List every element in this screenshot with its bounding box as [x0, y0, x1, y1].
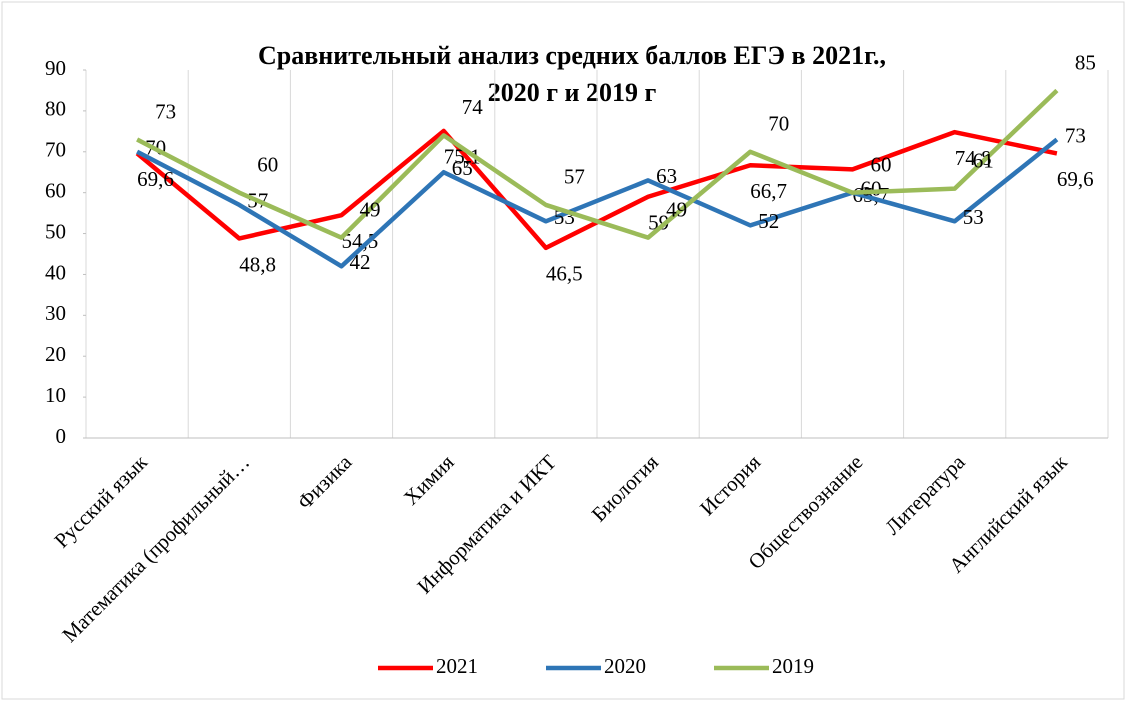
data-label: 60: [861, 176, 882, 200]
data-label: 65: [452, 156, 473, 180]
data-label: 59: [648, 211, 669, 235]
data-label: 60: [871, 152, 892, 176]
data-label: 49: [666, 197, 687, 221]
series-line: [136, 137, 1059, 269]
legend-label: 2021: [436, 654, 478, 678]
data-label: 85: [1075, 50, 1096, 74]
data-label: 53: [963, 205, 984, 229]
y-tick-label: 60: [45, 178, 66, 202]
y-tick-label: 10: [45, 383, 66, 407]
legend-label: 2020: [604, 654, 646, 678]
data-label: 69,6: [137, 167, 174, 191]
y-tick-label: 90: [45, 56, 66, 80]
data-label: 57: [564, 165, 585, 189]
chart-title: 2020 г и 2019 г: [488, 78, 657, 107]
data-label: 73: [155, 99, 176, 123]
y-tick-label: 30: [45, 301, 66, 325]
y-tick-label: 0: [56, 424, 67, 448]
data-label: 60: [257, 152, 278, 176]
data-label: 48,8: [239, 252, 276, 276]
chart-title: Сравнительный анализ средних баллов ЕГЭ …: [258, 41, 886, 70]
data-label: 70: [768, 112, 789, 136]
data-label: 46,5: [546, 262, 583, 286]
data-label: 52: [758, 209, 779, 233]
y-tick-label: 40: [45, 260, 66, 284]
y-tick-label: 70: [45, 138, 66, 162]
data-label: 42: [350, 250, 371, 274]
data-label: 69,6: [1057, 167, 1094, 191]
data-label: 63: [656, 164, 677, 188]
series-line: [136, 88, 1059, 240]
y-tick-label: 80: [45, 97, 66, 121]
y-tick-label: 50: [45, 219, 66, 243]
data-label: 74: [462, 95, 484, 119]
data-label: 73: [1065, 123, 1086, 147]
data-label: 66,7: [750, 179, 787, 203]
data-label: 61: [973, 148, 994, 172]
legend-label: 2019: [772, 654, 814, 678]
y-tick-label: 20: [45, 342, 66, 366]
data-label: 49: [360, 197, 381, 221]
